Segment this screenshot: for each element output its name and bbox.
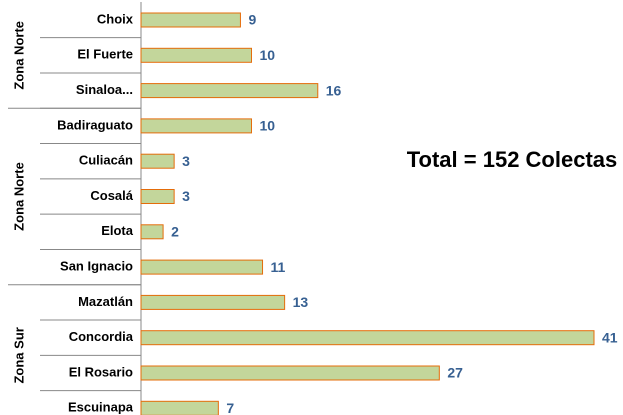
group-label: Zona Norte: [11, 21, 26, 90]
bar: [140, 259, 264, 275]
category-label: San Ignacio: [60, 259, 133, 274]
category-label: Escuinapa: [68, 400, 134, 415]
bar: [140, 400, 219, 415]
value-label: 41: [602, 329, 618, 345]
category-label: Concordia: [69, 329, 134, 344]
value-label: 3: [182, 188, 190, 204]
category-label: Culiacán: [79, 153, 133, 168]
value-label: 9: [248, 12, 256, 28]
value-label: 27: [447, 365, 463, 381]
group-label: Zona Norte: [11, 162, 26, 231]
annotation: Total = 152 Colectas: [407, 147, 618, 172]
bar: [140, 47, 252, 63]
value-label: 3: [182, 153, 190, 169]
category-label: Choix: [97, 11, 134, 26]
bar: [140, 189, 175, 204]
bar: [140, 12, 241, 28]
category-label: Elota: [101, 223, 134, 238]
value-label: 10: [259, 118, 275, 134]
category-label: Cosalá: [90, 188, 133, 203]
group-label: Zona Sur: [11, 327, 26, 383]
value-label: 2: [171, 224, 179, 240]
bar: [140, 365, 440, 381]
category-label: Badiraguato: [57, 117, 133, 132]
value-label: 16: [326, 82, 342, 98]
bar: [140, 224, 164, 240]
category-label: Sinaloa...: [76, 82, 133, 97]
bar: [140, 83, 319, 99]
bar: [140, 153, 175, 169]
value-label: 7: [226, 400, 234, 415]
bar: [140, 294, 286, 310]
category-label: El Fuerte: [77, 47, 133, 62]
value-label: 10: [259, 47, 275, 63]
value-label: 13: [293, 294, 309, 310]
value-label: 11: [271, 259, 286, 275]
bar: [140, 330, 595, 346]
category-label: El Rosario: [69, 364, 133, 379]
bar: [140, 118, 252, 134]
category-label: Mazatlán: [78, 294, 133, 309]
